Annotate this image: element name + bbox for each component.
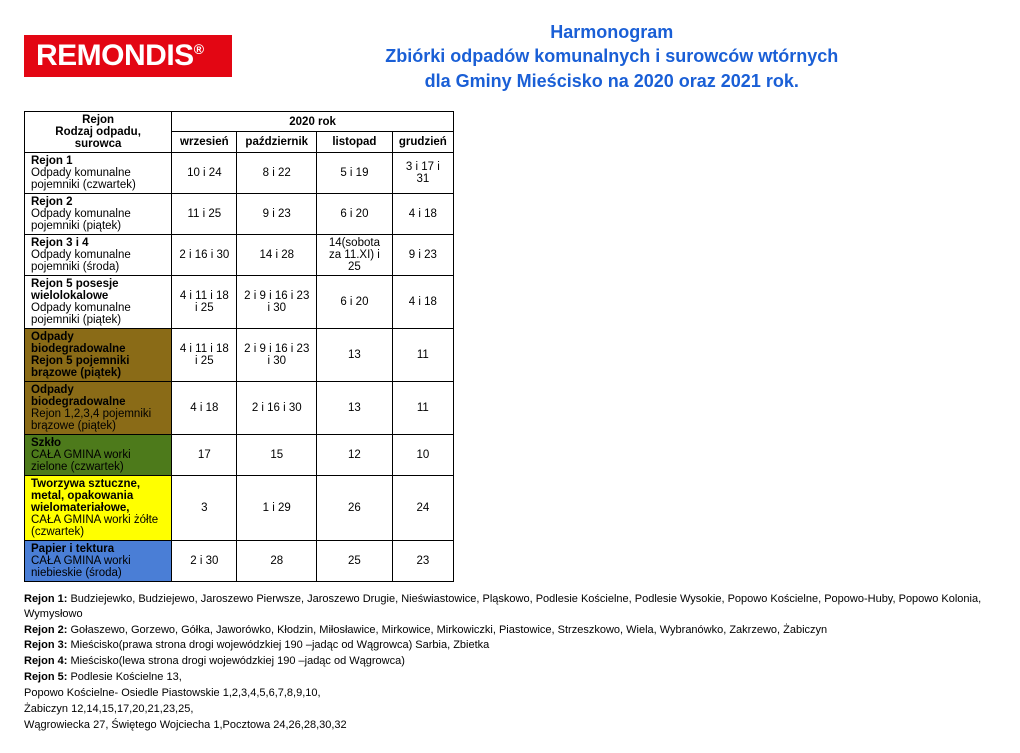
table-row: Tworzywa sztuczne, metal, opakowania wie… xyxy=(25,475,454,540)
note-line: Popowo Kościelne- Osiedle Piastowskie 1,… xyxy=(24,686,996,701)
value-cell: 4 i 18 xyxy=(392,193,453,234)
row-label: Rejon 5 posesje wielolokaloweOdpady komu… xyxy=(25,275,172,328)
value-cell: 28 xyxy=(237,540,317,581)
table-row: Papier i tekturaCAŁA GMINA worki niebies… xyxy=(25,540,454,581)
value-cell: 6 i 20 xyxy=(317,193,393,234)
value-cell: 6 i 20 xyxy=(317,275,393,328)
value-cell: 13 xyxy=(317,381,393,434)
value-cell: 13 xyxy=(317,328,393,381)
logo-reg: ® xyxy=(194,41,204,57)
value-cell: 8 i 22 xyxy=(237,152,317,193)
value-cell: 3 i 17 i 31 xyxy=(392,152,453,193)
value-cell: 4 i 18 xyxy=(172,381,237,434)
value-cell: 23 xyxy=(392,540,453,581)
table-row: Rejon 3 i 4Odpady komunalne pojemniki (ś… xyxy=(25,234,454,275)
value-cell: 2 i 9 i 16 i 23 i 30 xyxy=(237,328,317,381)
title-block: Harmonogram Zbiórki odpadów komunalnych … xyxy=(228,20,996,93)
month-header: listopad xyxy=(317,132,393,153)
year-header: 2020 rok xyxy=(172,111,454,132)
note-line: Rejon 5: Podlesie Kościelne 13, xyxy=(24,670,996,685)
value-cell: 25 xyxy=(317,540,393,581)
note-line: Wągrowiecka 27, Świętego Wojciecha 1,Poc… xyxy=(24,718,996,733)
value-cell: 11 i 25 xyxy=(172,193,237,234)
schedule-table: Rejon Rodzaj odpadu, surowca 2020 rok wr… xyxy=(24,111,454,582)
row-label: Tworzywa sztuczne, metal, opakowania wie… xyxy=(25,475,172,540)
table-row: SzkłoCAŁA GMINA worki zielone (czwartek)… xyxy=(25,434,454,475)
row-label: Odpady biodegradowalneRejon 1,2,3,4 poje… xyxy=(25,381,172,434)
note-line: Rejon 3: Mieścisko(prawa strona drogi wo… xyxy=(24,638,996,653)
row-label: Papier i tekturaCAŁA GMINA worki niebies… xyxy=(25,540,172,581)
region-header-1: Rejon xyxy=(82,114,114,126)
value-cell: 14(sobota za 11.XI) i 25 xyxy=(317,234,393,275)
header-row: REMONDIS® Harmonogram Zbiórki odpadów ko… xyxy=(24,20,996,93)
value-cell: 11 xyxy=(392,328,453,381)
title-line-2: Zbiórki odpadów komunalnych i surowców w… xyxy=(228,44,996,68)
row-label: Rejon 3 i 4Odpady komunalne pojemniki (ś… xyxy=(25,234,172,275)
value-cell: 14 i 28 xyxy=(237,234,317,275)
row-label: Odpady biodegradowalneRejon 5 pojemniki … xyxy=(25,328,172,381)
row-label: Rejon 1Odpady komunalne pojemniki (czwar… xyxy=(25,152,172,193)
value-cell: 11 xyxy=(392,381,453,434)
month-header: grudzień xyxy=(392,132,453,153)
row-label: SzkłoCAŁA GMINA worki zielone (czwartek) xyxy=(25,434,172,475)
value-cell: 9 i 23 xyxy=(392,234,453,275)
table-row: Odpady biodegradowalneRejon 5 pojemniki … xyxy=(25,328,454,381)
note-line: Rejon 4: Mieścisko(lewa strona drogi woj… xyxy=(24,654,996,669)
value-cell: 4 i 11 i 18 i 25 xyxy=(172,275,237,328)
logo: REMONDIS® xyxy=(24,35,232,77)
region-header: Rejon Rodzaj odpadu, surowca xyxy=(25,111,172,152)
value-cell: 5 i 19 xyxy=(317,152,393,193)
value-cell: 2 i 30 xyxy=(172,540,237,581)
value-cell: 24 xyxy=(392,475,453,540)
value-cell: 4 i 11 i 18 i 25 xyxy=(172,328,237,381)
value-cell: 3 xyxy=(172,475,237,540)
region-header-2: Rodzaj odpadu, surowca xyxy=(55,126,141,150)
month-header: wrzesień xyxy=(172,132,237,153)
notes-block: Rejon 1: Budziejewko, Budziejewo, Jarosz… xyxy=(24,592,996,733)
table-row: Rejon 5 posesje wielolokaloweOdpady komu… xyxy=(25,275,454,328)
value-cell: 1 i 29 xyxy=(237,475,317,540)
table-row: Odpady biodegradowalneRejon 1,2,3,4 poje… xyxy=(25,381,454,434)
value-cell: 15 xyxy=(237,434,317,475)
value-cell: 9 i 23 xyxy=(237,193,317,234)
title-line-1: Harmonogram xyxy=(228,20,996,44)
note-line: Rejon 1: Budziejewko, Budziejewo, Jarosz… xyxy=(24,592,996,622)
table-row: Rejon 1Odpady komunalne pojemniki (czwar… xyxy=(25,152,454,193)
value-cell: 26 xyxy=(317,475,393,540)
value-cell: 2 i 16 i 30 xyxy=(237,381,317,434)
table-row: Rejon 2Odpady komunalne pojemniki (piąte… xyxy=(25,193,454,234)
note-line: Rejon 2: Gołaszewo, Gorzewo, Gółka, Jawo… xyxy=(24,623,996,638)
value-cell: 12 xyxy=(317,434,393,475)
row-label: Rejon 2Odpady komunalne pojemniki (piąte… xyxy=(25,193,172,234)
value-cell: 2 i 16 i 30 xyxy=(172,234,237,275)
value-cell: 17 xyxy=(172,434,237,475)
value-cell: 10 i 24 xyxy=(172,152,237,193)
value-cell: 2 i 9 i 16 i 23 i 30 xyxy=(237,275,317,328)
title-line-3: dla Gminy Mieścisko na 2020 oraz 2021 ro… xyxy=(228,69,996,93)
month-header: październik xyxy=(237,132,317,153)
value-cell: 4 i 18 xyxy=(392,275,453,328)
value-cell: 10 xyxy=(392,434,453,475)
note-line: Żabiczyn 12,14,15,17,20,21,23,25, xyxy=(24,702,996,717)
logo-text: REMONDIS xyxy=(36,39,194,72)
